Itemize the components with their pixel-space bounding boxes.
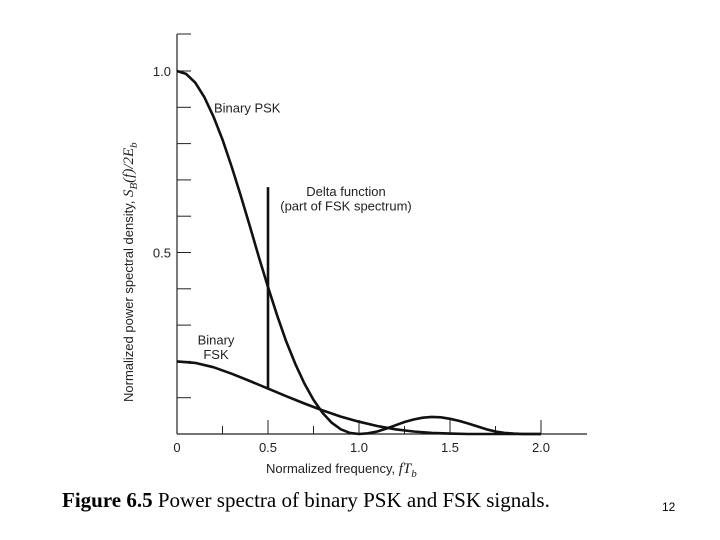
annotation-label: Binary	[198, 333, 235, 348]
y-axis-title: Normalized power spectral density, SB(f)…	[121, 142, 140, 402]
x-tick-label: 1.0	[350, 440, 368, 455]
series-group	[176, 69, 541, 436]
x-tick-label: 0.5	[259, 440, 277, 455]
x-tick-label: 0	[173, 440, 180, 455]
caption-label: Figure 6.5	[62, 488, 153, 512]
annotation-label: Binary PSK	[214, 100, 281, 115]
caption-text: Power spectra of binary PSK and FSK sign…	[152, 488, 550, 512]
page-number: 12	[662, 500, 676, 514]
annotation-label: (part of FSK spectrum)	[280, 198, 411, 213]
annotation-label: FSK	[203, 347, 229, 362]
series-line-binary-fsk	[176, 360, 541, 436]
x-axis-title: Normalized frequency, fTb	[266, 461, 417, 480]
y-tick-label: 0.5	[153, 246, 171, 261]
series-line-binary-psk	[176, 69, 541, 436]
figure-caption: Figure 6.5 Power spectra of binary PSK a…	[62, 488, 550, 513]
y-tick-label: 1.0	[153, 64, 171, 79]
x-tick-label: 2.0	[532, 440, 550, 455]
annotations: Binary PSK Delta function(part of FSK spe…	[198, 100, 412, 362]
chart: 0.5 1.0 0 0.5 1.0 1.5 2.0 Normalized frequency,…	[121, 33, 587, 480]
annotation-label: Delta function	[306, 184, 386, 199]
axes: 0.5 1.0 0 0.5 1.0 1.5 2.0 Normalized frequency,…	[121, 33, 587, 480]
x-tick-label: 1.5	[441, 440, 459, 455]
